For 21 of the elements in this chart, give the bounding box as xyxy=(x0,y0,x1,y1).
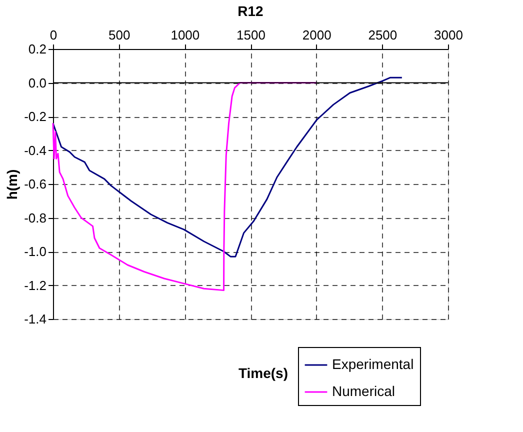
chart-title: R12 xyxy=(238,3,264,19)
y-tick-label: -0.4 xyxy=(24,142,46,158)
x-tick-label: 2000 xyxy=(302,28,332,42)
x-tick-label: 1500 xyxy=(236,28,266,42)
y-axis-title: h(m) xyxy=(4,169,20,200)
y-tick-label: 0.2 xyxy=(28,42,46,56)
y-tick-label: -1.0 xyxy=(24,244,46,259)
y-tick-label: 0.0 xyxy=(28,75,46,90)
x-tick-label: 500 xyxy=(108,28,130,42)
x-tick-label: 3000 xyxy=(434,28,463,42)
y-tick-label: -0.2 xyxy=(24,109,46,124)
x-tick-label: 1000 xyxy=(170,28,200,42)
y-tick-label: -1.4 xyxy=(24,312,46,326)
y-tick-label: -0.6 xyxy=(24,176,46,192)
x-tick-label: 2500 xyxy=(368,28,398,42)
legend-label: Numerical xyxy=(332,383,396,399)
x-tick-label: 0 xyxy=(50,28,58,42)
y-tick-label: -1.2 xyxy=(24,278,46,293)
x-axis-title: Time(s) xyxy=(238,365,288,381)
legend-label: Experimental xyxy=(332,356,414,372)
y-tick-label: -0.8 xyxy=(24,210,46,226)
